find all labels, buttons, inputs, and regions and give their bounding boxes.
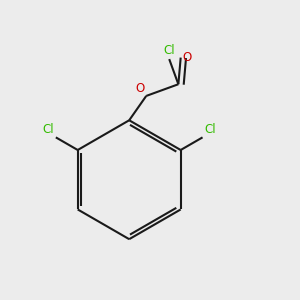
Text: Cl: Cl bbox=[164, 44, 175, 57]
Text: Cl: Cl bbox=[204, 123, 216, 136]
Text: O: O bbox=[136, 82, 145, 95]
Text: Cl: Cl bbox=[43, 123, 54, 136]
Text: O: O bbox=[182, 51, 191, 64]
